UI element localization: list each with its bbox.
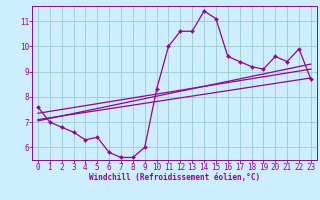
X-axis label: Windchill (Refroidissement éolien,°C): Windchill (Refroidissement éolien,°C) — [89, 173, 260, 182]
